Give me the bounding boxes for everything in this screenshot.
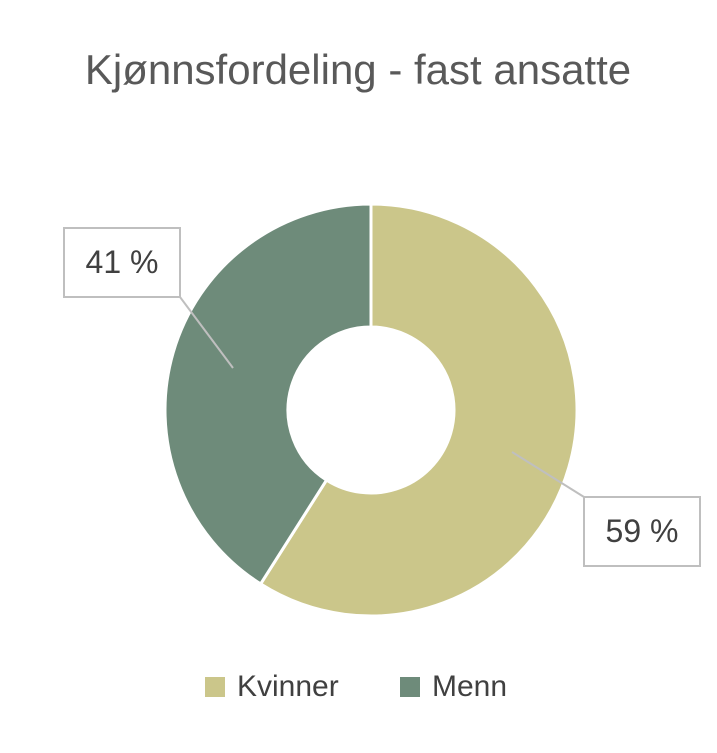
data-label-box <box>583 496 701 567</box>
legend-label: Menn <box>432 670 507 703</box>
chart-title: Kjønnsfordeling - fast ansatte <box>84 46 632 93</box>
data-label: 59 % <box>606 513 679 549</box>
legend-label: Kvinner <box>237 670 339 703</box>
leader-line <box>511 451 585 498</box>
legend-swatch <box>400 677 420 697</box>
data-label-box <box>63 227 181 298</box>
leader-line <box>179 296 234 369</box>
donut-segment <box>163 202 373 587</box>
legend-swatch <box>205 677 225 697</box>
donut-segment <box>258 202 579 618</box>
data-label: 41 % <box>86 244 159 280</box>
